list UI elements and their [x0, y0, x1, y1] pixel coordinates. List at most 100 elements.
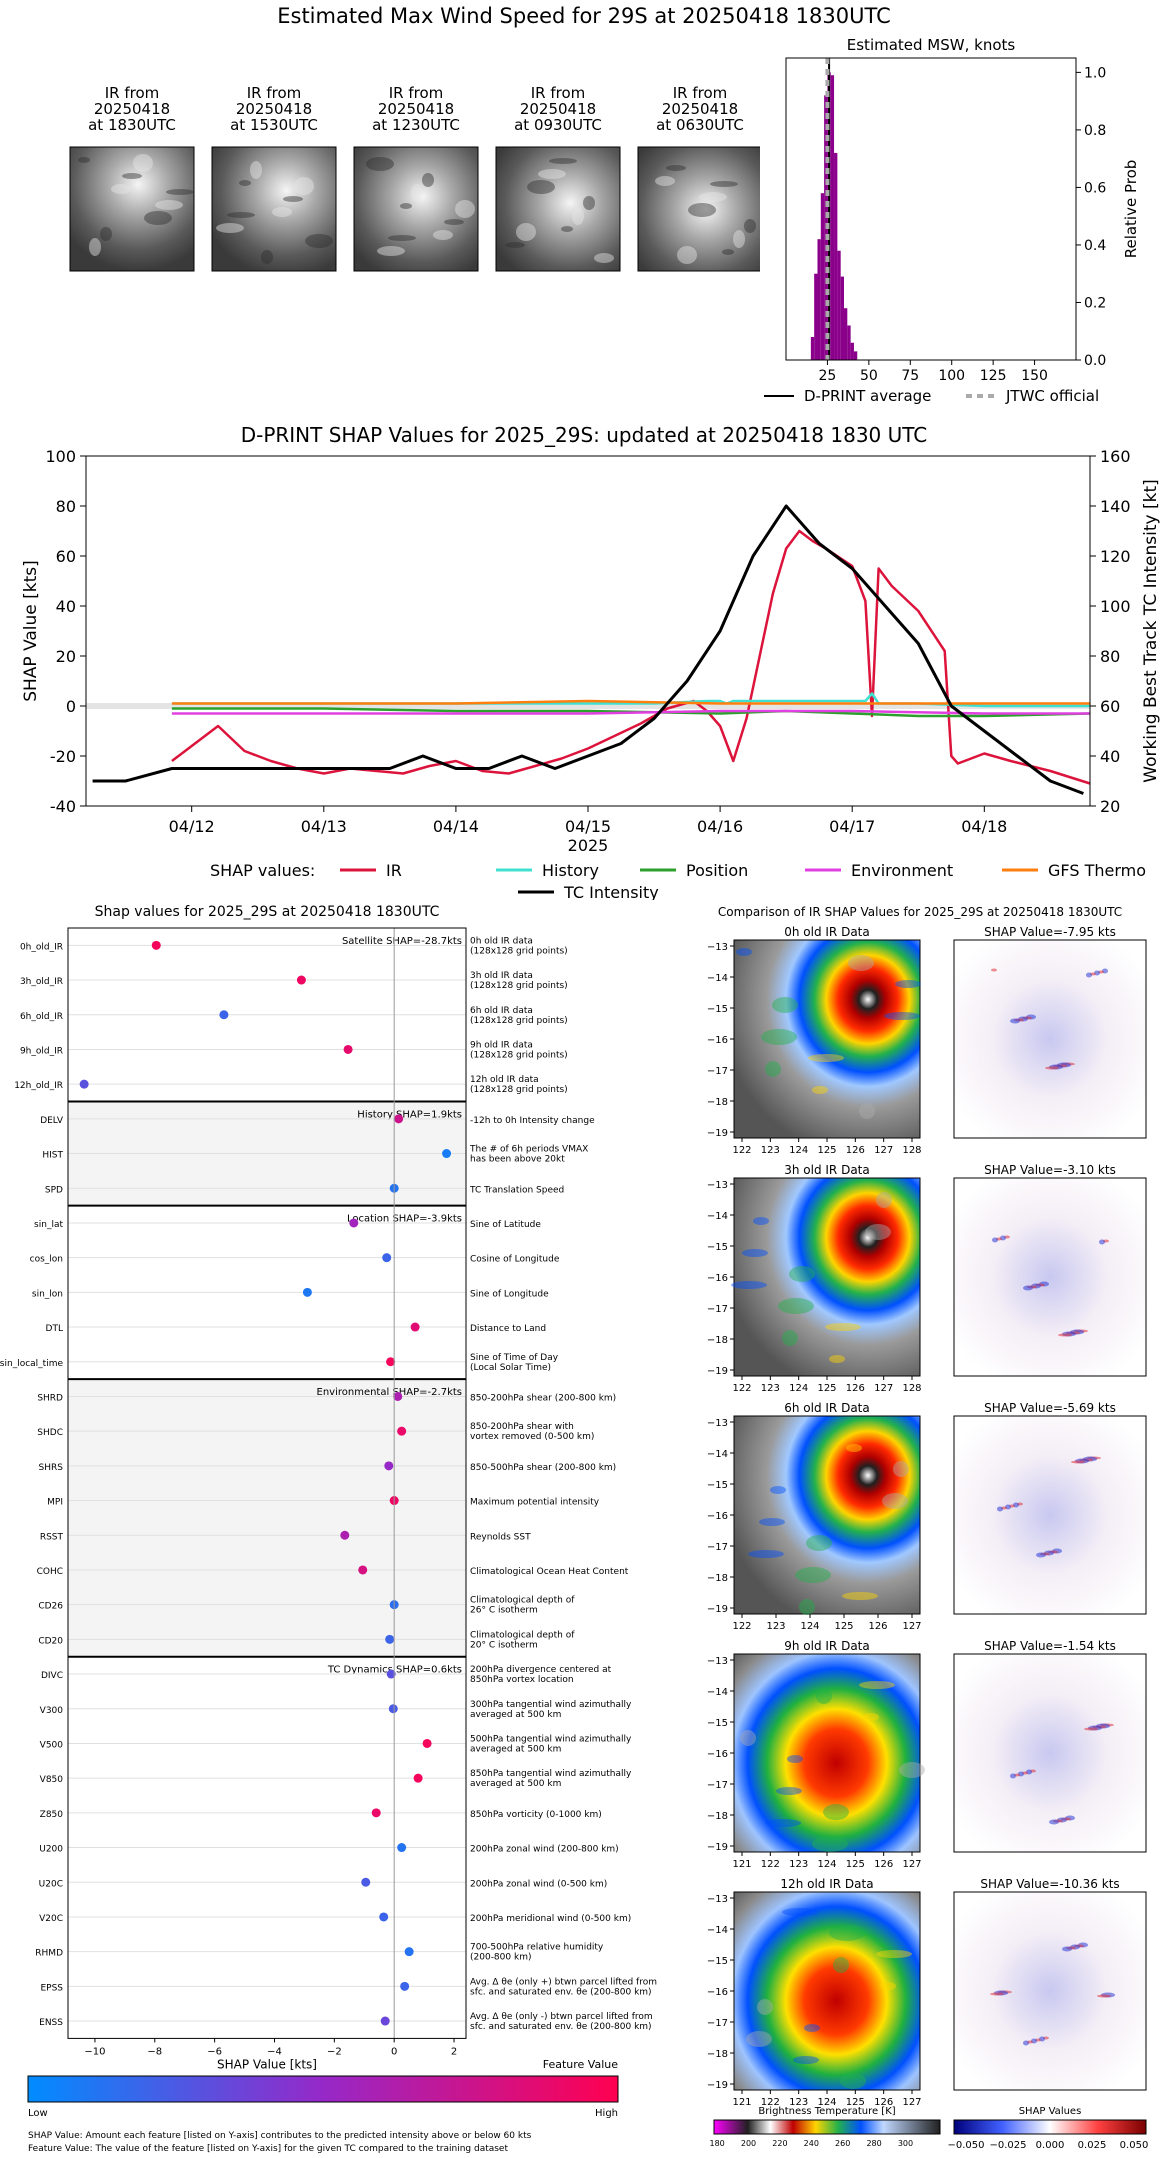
ir-panel-title: 9h old IR Data — [784, 1639, 870, 1653]
x-tick-label: 125 — [980, 368, 1007, 384]
ir-texture — [848, 955, 874, 971]
feature-point — [413, 1773, 423, 1783]
ir-image — [733, 1177, 921, 1377]
shap-panel-title: SHAP Value=-5.69 kts — [984, 1401, 1116, 1415]
shap-blob — [1058, 1333, 1072, 1337]
ir-texture — [772, 997, 798, 1013]
ir-texture — [761, 1029, 797, 1045]
feature-point — [219, 1010, 229, 1020]
shap-tick: −0.025 — [989, 2140, 1026, 2151]
ir-cloud-streak — [166, 189, 194, 195]
ir-texture — [876, 1950, 912, 1958]
shap-colorbar-title: SHAP Values — [1019, 2106, 1082, 2117]
y-tick-label: −15 — [707, 1718, 728, 1729]
x-tick-label: 123 — [766, 1621, 785, 1632]
shap-image — [953, 1415, 1147, 1615]
y-tick-label: −17 — [707, 1542, 728, 1553]
ir-panel-title: 0h old IR Data — [784, 925, 870, 939]
histogram-bar — [840, 276, 844, 360]
ir-texture — [846, 1444, 862, 1452]
y-tick-label: −19 — [707, 1842, 728, 1853]
shap-blob — [1099, 1239, 1105, 1245]
ir-cloud-streak — [239, 180, 251, 186]
feature-point — [404, 1947, 414, 1957]
y2-axis-label: Working Best Track TC Intensity [kt] — [1141, 479, 1161, 783]
ir-texture — [829, 1355, 845, 1363]
feature-desc: Maximum potential intensity — [470, 1498, 600, 1508]
group-label: Location SHAP=-3.9kts — [347, 1214, 462, 1225]
ir-texture — [789, 1266, 815, 1282]
y-tick-label: −13 — [707, 1894, 728, 1905]
y-tick-label: −14 — [707, 1925, 728, 1936]
histogram-bar — [847, 325, 851, 360]
shap-panel-title: SHAP Value=-10.36 kts — [980, 1877, 1119, 1891]
feature-name: 0h_old_IR — [20, 942, 63, 952]
y-tick-label: −16 — [707, 1987, 728, 1998]
y-tick-label: 0.0 — [1084, 353, 1106, 369]
feature-name: V850 — [40, 1775, 64, 1785]
x-tick-label: 125 — [834, 1621, 853, 1632]
feature-desc: 850-200hPa shear with vortex removed (0-5… — [470, 1422, 594, 1442]
y2-tick-label: 40 — [1100, 747, 1120, 766]
ir-cloud-streak — [733, 230, 745, 248]
shap-blob — [997, 1506, 1003, 1512]
feature-point — [380, 2016, 390, 2026]
ir-cloud-streak — [388, 235, 416, 241]
feature-desc: -12h to 0h Intensity change — [470, 1116, 595, 1126]
feature-name: 9h_old_IR — [20, 1046, 63, 1056]
shap-image — [953, 939, 1147, 1139]
feature-point — [361, 1877, 371, 1887]
ir-texture — [742, 1249, 768, 1257]
ir-cloud-streak — [283, 196, 303, 202]
y2-tick-label: 160 — [1100, 450, 1131, 466]
feature-desc: 3h old IR data (128x128 grid points) — [470, 971, 568, 991]
ir-cloud-streak — [505, 242, 525, 248]
y-tick-label: -20 — [50, 747, 76, 766]
ir-cloud-streak — [444, 219, 464, 225]
y-tick-label: −15 — [707, 1242, 728, 1253]
shap-timeseries-title: D-PRINT SHAP Values for 2025_29S: update… — [240, 423, 928, 447]
feature-point — [397, 1843, 407, 1853]
ir-texture — [804, 2024, 820, 2032]
x-tick-label: 126 — [846, 1145, 865, 1156]
shap-blob — [1071, 1460, 1085, 1464]
colorbar-high: High — [595, 2108, 618, 2119]
page-title: Estimated Max Wind Speed for 29S at 2025… — [277, 4, 891, 28]
ir-texture — [859, 1681, 895, 1689]
ir-texture — [876, 1192, 892, 1208]
feature-name: DIVC — [41, 1671, 63, 1681]
ir-thumbnail-4 — [637, 146, 760, 272]
feature-desc: Climatological depth of 20° C isotherm — [470, 1630, 575, 1650]
x-tick-label: 04/15 — [565, 817, 611, 836]
series-position — [171, 707, 1091, 718]
ir-cloud-streak — [400, 203, 412, 209]
feature-point — [400, 1981, 410, 1991]
y-tick-label: −17 — [707, 2018, 728, 2029]
ir-cloud-streak — [133, 154, 153, 172]
x-tick-label: 2 — [451, 2046, 457, 2057]
feature-desc: 200hPa divergence centered at 850hPa vort… — [470, 1665, 612, 1685]
ir-cloud-streak — [411, 184, 423, 202]
feature-name: V300 — [40, 1706, 64, 1716]
feature-name: Z850 — [40, 1810, 64, 1820]
y-axis-label: Relative Prob — [1122, 160, 1140, 259]
ir-cloud-streak — [699, 192, 727, 202]
ir-texture — [842, 1592, 878, 1600]
feature-name: DTL — [46, 1324, 63, 1334]
shap-tick: 0.025 — [1078, 2140, 1107, 2151]
feature-point — [386, 1357, 396, 1367]
ir-cloud-streak — [100, 227, 112, 241]
bt-tick: 180 — [709, 2139, 724, 2148]
shap-blob — [1062, 1946, 1072, 1952]
x-tick-label: 122 — [732, 1621, 751, 1632]
y-tick-label: 0.6 — [1084, 180, 1106, 196]
histogram-bar — [830, 75, 835, 360]
feature-name: U20C — [39, 1879, 63, 1889]
y2-tick-label: 100 — [1100, 597, 1131, 616]
feature-desc: Sine of Longitude — [470, 1289, 549, 1299]
feature-name: CD20 — [38, 1636, 63, 1646]
feature-point — [384, 1461, 394, 1471]
feature-shap-scatter: Shap values for 2025_29S at 20250418 183… — [0, 904, 657, 2154]
x-tick-label: 124 — [800, 1621, 819, 1632]
feature-name: 3h_old_IR — [20, 977, 63, 987]
